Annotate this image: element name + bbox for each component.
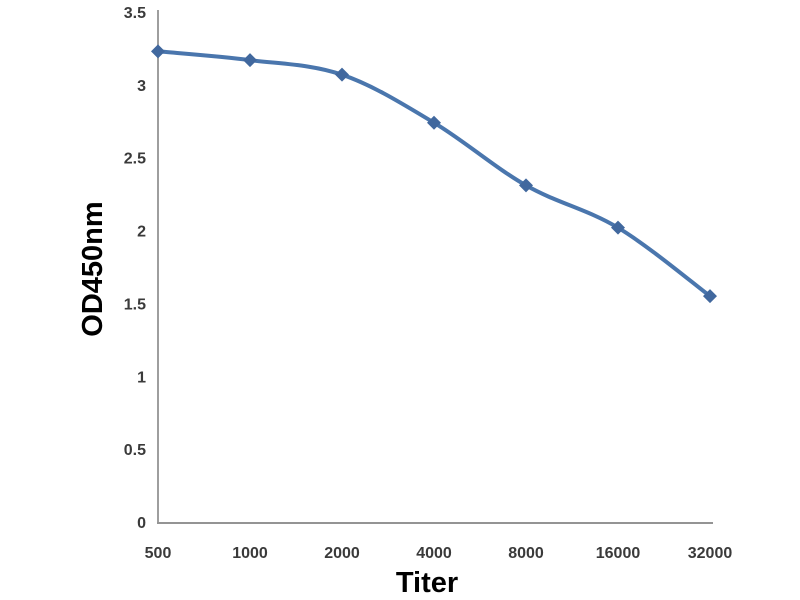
data-point-marker xyxy=(519,178,533,193)
data-point-marker xyxy=(427,115,441,130)
y-tick-labels-group: 0 0.5 1 1.5 2 2.5 3 3.5 xyxy=(124,5,146,532)
x-tick-label: 500 xyxy=(145,545,172,562)
data-point-marker xyxy=(335,67,349,82)
x-tick-label: 32000 xyxy=(688,545,733,562)
axes-group xyxy=(157,10,713,524)
x-tick-label: 8000 xyxy=(508,545,544,562)
data-point-marker xyxy=(611,220,625,235)
x-tick-label: 4000 xyxy=(416,545,452,562)
series-group xyxy=(151,44,717,304)
x-axis-title: Titer xyxy=(396,567,458,599)
x-tick-label: 2000 xyxy=(324,545,360,562)
y-tick-label: 1.5 xyxy=(124,296,146,313)
y-tick-label: 2 xyxy=(137,224,146,241)
x-tick-labels-group: 500 1000 2000 4000 8000 16000 32000 xyxy=(145,545,733,562)
data-point-marker xyxy=(151,44,165,59)
y-tick-label: 0 xyxy=(137,515,146,532)
x-tick-label: 16000 xyxy=(596,545,641,562)
data-point-marker xyxy=(243,53,257,68)
y-tick-label: 3.5 xyxy=(124,5,146,22)
y-tick-label: 3 xyxy=(137,78,146,95)
y-tick-label: 1 xyxy=(137,369,146,386)
data-point-marker xyxy=(703,289,717,304)
x-tick-label: 1000 xyxy=(232,545,268,562)
y-tick-label: 0.5 xyxy=(124,442,146,459)
y-tick-label: 2.5 xyxy=(124,151,146,168)
y-axis-title: OD450nm xyxy=(77,201,109,336)
series-line xyxy=(156,49,712,299)
